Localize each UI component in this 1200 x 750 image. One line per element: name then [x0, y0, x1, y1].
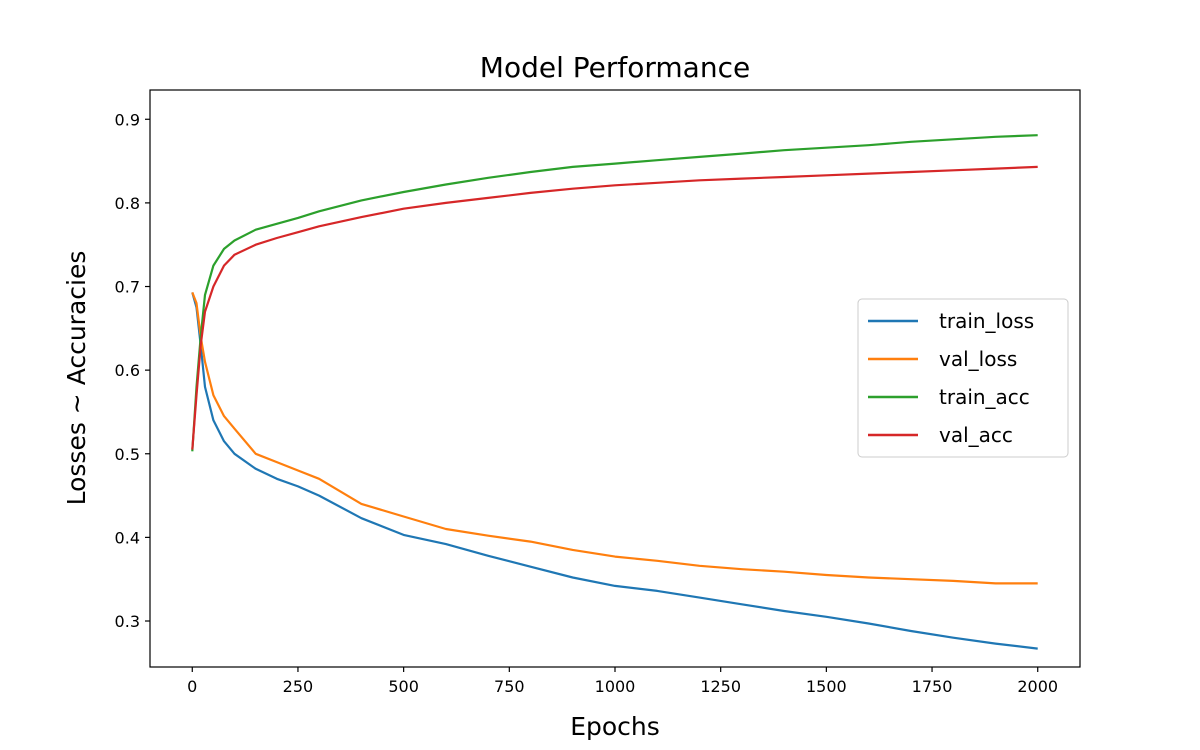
y-tick-label: 0.5 — [115, 445, 140, 464]
x-tick-label: 0 — [187, 677, 197, 696]
x-tick-label: 250 — [283, 677, 314, 696]
x-tick-label: 1000 — [595, 677, 636, 696]
y-axis-label: Losses ~ Accuracies — [62, 251, 91, 506]
legend-label-train-loss: train_loss — [939, 309, 1034, 333]
x-axis-label: Epochs — [570, 712, 660, 741]
x-tick-label: 500 — [388, 677, 419, 696]
y-tick-label: 0.6 — [115, 361, 140, 380]
x-axis-ticks: 0 250 500 750 1000 1250 1500 1750 2000 — [187, 667, 1058, 696]
series-line-train-loss — [191, 292, 1038, 650]
y-tick-label: 0.7 — [115, 278, 140, 297]
y-tick-label: 0.9 — [115, 110, 140, 129]
x-tick-label: 1500 — [806, 677, 847, 696]
series-line-val-loss — [191, 292, 1038, 585]
legend-label-train-acc: train_acc — [939, 385, 1030, 409]
legend-label-val-loss: val_loss — [939, 347, 1017, 371]
legend: train_loss val_loss train_acc val_acc — [857, 298, 1069, 458]
x-tick-label: 750 — [494, 677, 525, 696]
series-line-train-acc — [191, 134, 1038, 452]
y-axis-ticks: 0.3 0.4 0.5 0.6 0.7 0.8 0.9 — [115, 110, 150, 631]
x-tick-label: 1750 — [912, 677, 953, 696]
series-line-val-acc — [191, 165, 1038, 450]
y-tick-label: 0.4 — [115, 528, 140, 547]
y-tick-label: 0.8 — [115, 194, 140, 213]
legend-frame — [857, 298, 1069, 458]
y-tick-label: 0.3 — [115, 612, 140, 631]
legend-label-val-acc: val_acc — [939, 423, 1013, 447]
x-tick-label: 1250 — [700, 677, 741, 696]
x-tick-label: 2000 — [1017, 677, 1058, 696]
chart-title: Model Performance — [480, 51, 750, 84]
series-layer — [191, 134, 1038, 650]
